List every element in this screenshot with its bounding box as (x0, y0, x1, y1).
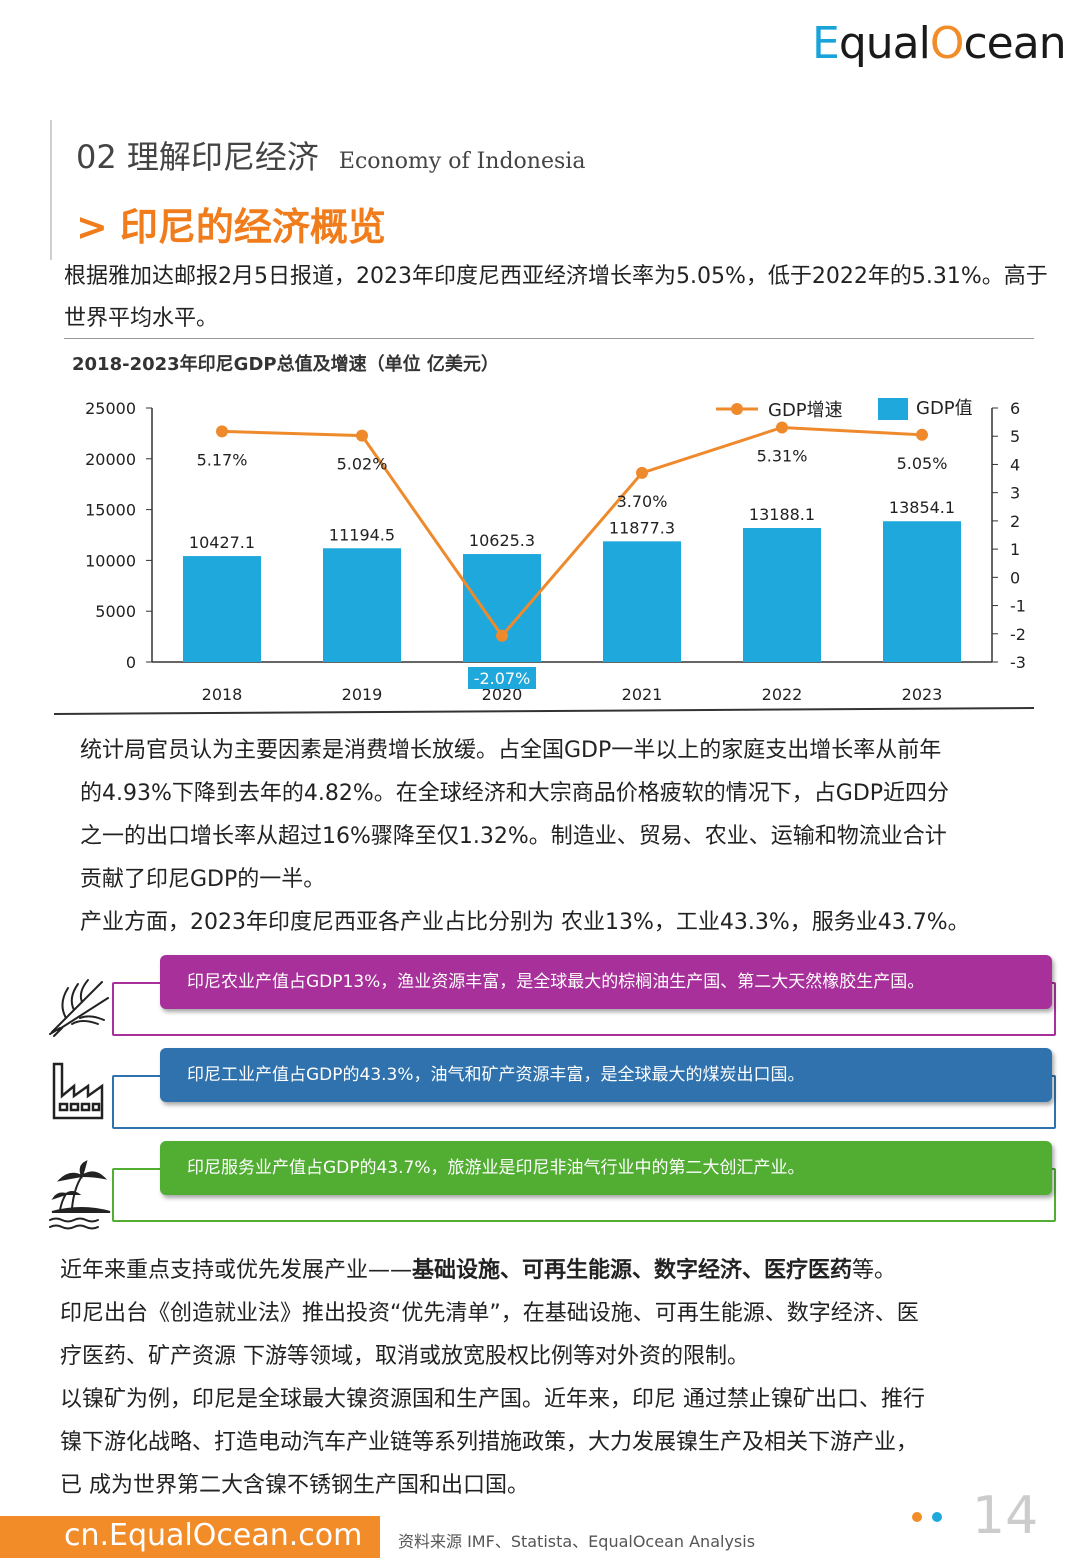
growth-point (916, 428, 928, 441)
gdp-bar (603, 541, 681, 662)
growth-value-label: 3.70% (617, 492, 668, 511)
growth-value-label: 5.05% (897, 454, 948, 473)
right-tick-label: -1 (1010, 597, 1026, 616)
growth-point (216, 425, 228, 438)
right-tick-label: 2 (1010, 512, 1020, 531)
right-tick-label: -2 (1010, 625, 1026, 644)
service-card: 印尼服务业产值占GDP的43.7%，旅游业是印尼非油气行业中的第二大创汇产业。 (160, 1141, 1052, 1195)
x-tick-label: 2022 (762, 685, 803, 704)
bar-value-label: 11194.5 (329, 525, 395, 544)
x-tick-label: 2019 (342, 685, 383, 704)
paragraph-line: 镍下游化战略、打造电动汽车产业链等系列措施政策，大力发展镍生产及相关下游产业， (60, 1430, 919, 1455)
gdp-chart: 0 5000 10000 15000 20000 25000 -3 -2 -1 0 1 2 3 4 5 6 10… (85, 398, 1026, 704)
right-tick-label: 4 (1010, 455, 1020, 474)
growth-label-highlight (468, 667, 536, 689)
chart-top-divider (64, 338, 1034, 339)
logo-tail: cean (963, 18, 1066, 69)
section-title: 02 理解印尼经济 Economy of Indonesia (76, 132, 585, 178)
right-tick-label: 0 (1010, 568, 1020, 587)
agriculture-card: 印尼农业产值占GDP13%，渔业资源丰富，是全球最大的棕榈油生产国、第二大天然橡… (160, 955, 1052, 1009)
x-tick-label: 2018 (202, 685, 243, 704)
industry-card: 印尼工业产值占GDP的43.3%，油气和矿产资源丰富，是全球最大的煤炭出口国。 (160, 1048, 1052, 1102)
footer-bar (0, 1516, 380, 1558)
growth-value-label: -2.07% (474, 669, 531, 688)
right-tick-label: -3 (1010, 653, 1026, 672)
priority-suffix: 等。 (852, 1258, 897, 1283)
left-tick-label: 15000 (85, 501, 136, 520)
left-tick-label: 0 (126, 653, 136, 672)
paragraph-line: 之一的出口增长率从超过16%骤降至仅1.32%。制造业、贸易、农业、运输和物流业… (80, 824, 947, 849)
right-tick-label: 6 (1010, 399, 1020, 418)
growth-value-label: 5.02% (337, 455, 388, 474)
bar-value-label: 13854.1 (889, 498, 955, 517)
right-tick-label: 1 (1010, 540, 1020, 559)
gdp-bar (183, 556, 261, 662)
gdp-bar (463, 554, 541, 662)
bar-value-label: 13188.1 (749, 505, 815, 524)
footer-url-link[interactable]: cn.EqualOcean.com (64, 1518, 363, 1553)
paragraph-line: 已 成为世界第二大含镍不锈钢生产国和出口国。 (60, 1473, 529, 1498)
section-divider (50, 120, 52, 260)
right-tick-label: 3 (1010, 484, 1020, 503)
paragraph-line: 近年来重点支持或优先发展产业——基础设施、可再生能源、数字经济、医疗医药等。 (60, 1249, 1040, 1292)
paragraph-line: 产业方面，2023年印度尼西亚各产业占比分别为 农业13%，工业43.3%，服务… (80, 910, 970, 935)
paragraph-line: 印尼出台《创造就业法》推出投资“优先清单”，在基础设施、可再生能源、数字经济、医 (60, 1301, 919, 1326)
gdp-growth-line (221, 425, 923, 639)
legend-line-marker (731, 403, 743, 415)
paragraph-line: 的4.93%下降到去年的4.82%。在全球经济和大宗商品价格疲软的情况下，占GD… (80, 781, 950, 806)
bar-value-label: 10625.3 (469, 531, 535, 550)
logo-e-mark: E (812, 18, 840, 69)
x-tick-label: 2020 (482, 685, 523, 704)
page-number: 14 (972, 1486, 1039, 1546)
orange-dot-icon (912, 1512, 922, 1522)
growth-point (496, 629, 508, 642)
left-tick-label: 25000 (85, 399, 136, 418)
page-heading: > 印尼的经济概览 (76, 196, 386, 251)
paragraph-line: 疗医药、矿产资源 下游等领域，取消或放宽股权比例等对外资的限制。 (60, 1344, 749, 1369)
paragraph-line: 以镍矿为例，印尼是全球最大镍资源国和生产国。近年来，印尼 通过禁止镍矿出口、推行 (60, 1387, 925, 1412)
economy-paragraph: 统计局官员认为主要因素是消费增长放缓。占全国GDP一半以上的家庭支出增长率从前年… (80, 729, 1040, 944)
paragraph-line: 统计局官员认为主要因素是消费增长放缓。占全国GDP一半以上的家庭支出增长率从前年 (80, 738, 942, 763)
section-number-title: 02 理解印尼经济 (76, 138, 319, 176)
logo-o-mark: O (929, 18, 965, 69)
growth-point (776, 421, 788, 434)
growth-value-label: 5.31% (757, 446, 808, 465)
left-tick-label: 5000 (95, 602, 136, 621)
intro-paragraph: 根据雅加达邮报2月5日报道，2023年印度尼西亚经济增长率为5.05%，低于20… (64, 264, 1048, 331)
chart-title: 2018-2023年印尼GDP总值及增速（单位 亿美元） (72, 354, 499, 375)
wheat-icon (49, 979, 109, 1037)
equalocean-logo: EqualOcean (812, 18, 1072, 78)
chart-bottom-divider (54, 707, 1034, 715)
priority-industries: 基础设施、可再生能源、数字经济、医疗医药 (412, 1258, 853, 1283)
palm-island-icon (49, 1160, 111, 1230)
right-tick-label: 5 (1010, 427, 1020, 446)
bar-value-label: 11877.3 (609, 518, 675, 537)
chevron-right-icon: > (76, 205, 108, 249)
legend-bar-swatch (878, 398, 908, 420)
paragraph-line: 贡献了印尼GDP的一半。 (80, 867, 326, 892)
x-tick-label: 2021 (622, 685, 663, 704)
left-tick-label: 10000 (85, 551, 136, 570)
growth-value-label: 5.17% (197, 450, 248, 469)
section-english-title: Economy of Indonesia (338, 149, 586, 174)
left-tick-label: 20000 (85, 450, 136, 469)
footer-source: 资料来源 IMF、Statista、EqualOcean Analysis (398, 1532, 756, 1551)
heading-title: 印尼的经济概览 (119, 205, 386, 249)
growth-point (356, 429, 368, 442)
gdp-bar (323, 548, 401, 662)
industry-policy-paragraph: 近年来重点支持或优先发展产业——基础设施、可再生能源、数字经济、医疗医药等。 印… (60, 1249, 1040, 1507)
x-tick-label: 2023 (902, 685, 943, 704)
blue-dot-icon (932, 1512, 942, 1522)
priority-prefix: 近年来重点支持或优先发展产业—— (60, 1258, 413, 1283)
gdp-bar (883, 521, 961, 662)
gdp-bar (743, 528, 821, 662)
legend-line-label: GDP增速 (768, 400, 843, 421)
legend-bar-label: GDP值 (916, 398, 973, 419)
factory-icon (52, 1062, 104, 1120)
growth-point (636, 466, 648, 479)
logo-text: qual (838, 18, 931, 69)
bar-value-label: 10427.1 (189, 533, 255, 552)
